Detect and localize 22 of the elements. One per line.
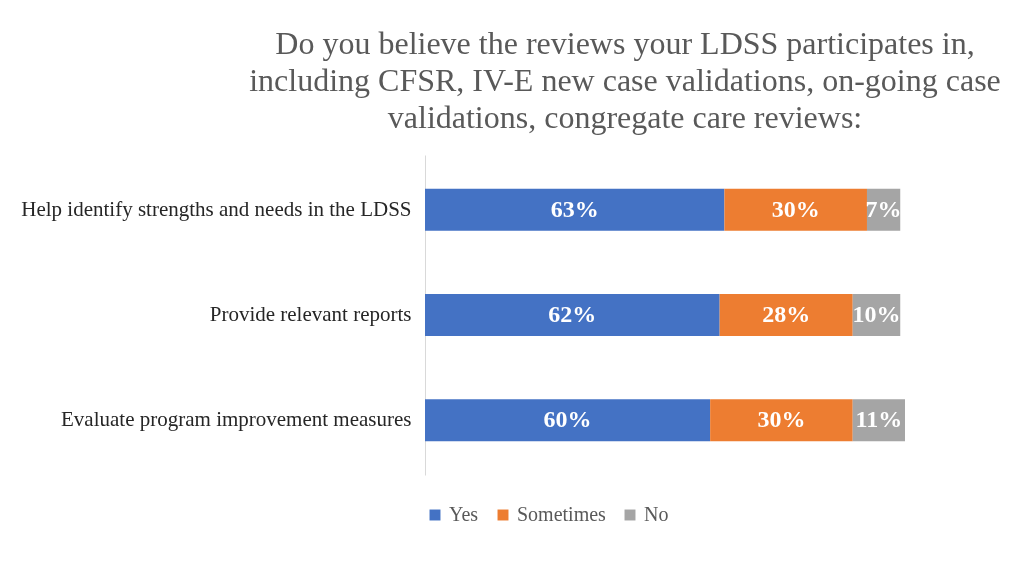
- bar: [710, 399, 853, 442]
- chart-title: Do you believe the reviews your LDSS participates in, including CFSR, IV-E new case validations, on-going case validations, congregate care reviews:: [249, 25, 1001, 135]
- legend-label: No: [644, 503, 669, 525]
- y-tick-label: Help identify strengths and needs in the LDSS: [21, 196, 412, 221]
- bar: [425, 293, 720, 337]
- data-label: 60%: [543, 406, 592, 433]
- bar: [425, 188, 725, 231]
- bar: [425, 399, 711, 442]
- legend-label: Yes: [449, 503, 479, 525]
- data-label: 7%: [865, 195, 902, 222]
- data-label: 28%: [762, 301, 811, 327]
- bar: [724, 188, 867, 231]
- data-label: 63%: [550, 195, 599, 222]
- y-tick-label: Evaluate program improvement measures: [61, 407, 412, 432]
- data-label: 10%: [852, 301, 901, 327]
- data-label: 11%: [855, 406, 903, 433]
- data-label: 30%: [757, 406, 806, 433]
- legend-label: Sometimes: [517, 503, 607, 525]
- data-label: 30%: [771, 195, 820, 222]
- data-label: 62%: [548, 301, 597, 327]
- y-tick-label: Provide relevant reports: [209, 302, 412, 326]
- bar: [719, 293, 853, 337]
